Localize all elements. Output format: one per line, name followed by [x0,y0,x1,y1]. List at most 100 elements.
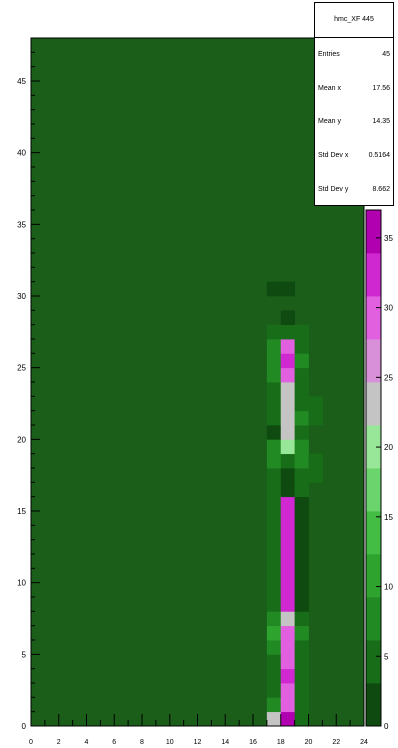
stats-value: 8.662 [372,185,390,193]
heatmap-cell [266,396,282,412]
x-tick-label: 10 [166,739,174,746]
z-tick-label: 35 [384,234,393,243]
heatmap-cell [266,468,282,483]
heatmap-cell [294,668,309,684]
heatmap-cell [266,453,282,469]
x-tick-label: 16 [249,739,257,746]
heatmap-cell [280,324,296,340]
heatmap-cell [266,597,282,612]
heatmap-cell [280,382,296,397]
y-tick-label: 15 [17,507,26,516]
color-scale-segment [366,210,381,254]
heatmap-cell [280,410,296,426]
z-tick-label: 30 [384,304,393,313]
heatmap-cell [280,697,296,713]
heatmap-cell [280,668,296,684]
stats-value: 0.5164 [368,152,390,160]
x-tick-label: 8 [140,739,144,746]
x-tick-label: 18 [277,739,285,746]
heatmap-cell [280,468,296,483]
heatmap-cell [294,539,309,555]
heatmap-cell [266,281,282,297]
heatmap-cell [294,410,309,426]
stats-label: Entries [318,51,340,59]
color-scale-segment [366,296,381,340]
heatmap-cell [294,396,309,412]
heatmap-cell [294,453,309,469]
heatmap-cell [266,353,282,369]
heatmap-cell [294,597,309,612]
heatmap-cell [280,310,296,326]
x-tick-label: 24 [360,739,368,746]
heatmap-cell [294,683,309,698]
heatmap-cell [280,396,296,412]
heatmap-cell [280,582,296,598]
x-tick-label: 22 [332,739,340,746]
heatmap-cell [266,582,282,598]
z-tick-label: 15 [384,513,393,522]
heatmap-cell [266,511,282,526]
stats-value: 45 [382,51,390,59]
heatmap-cell [266,611,282,627]
y-tick-label: 40 [17,149,26,158]
color-scale-segment [366,597,381,641]
z-tick-label: 10 [384,583,393,592]
heatmap-cell [280,611,296,627]
heatmap-cell [280,339,296,354]
heatmap-cell [266,568,282,584]
heatmap-cell [266,496,282,512]
heatmap-cell [294,482,309,498]
z-tick-label: 20 [384,443,393,452]
heatmap-cell [266,711,282,727]
y-tick-label: 30 [17,292,26,301]
heatmap-cell [280,367,296,383]
heatmap-cell [294,353,309,369]
stats-row-mean-y: Mean y 14.35 [315,105,393,139]
heatmap-cell [266,668,282,684]
z-tick-label: 25 [384,373,393,382]
color-scale-segment [366,683,381,727]
color-scale-segment [366,468,381,512]
heatmap-cell [280,525,296,541]
heatmap-cell [266,640,282,655]
color-scale-segment [366,382,381,426]
x-tick-label: 6 [112,739,116,746]
color-scale-segment [366,425,381,469]
heatmap-cell [266,697,282,713]
heatmap-cell [294,568,309,584]
heatmap-cell [280,425,296,440]
stats-label: Std Dev x [318,152,349,160]
z-tick-label: 5 [384,652,389,661]
heatmap-cell [280,511,296,526]
stats-value: 17.56 [372,84,390,92]
x-tick-label: 20 [305,739,313,746]
heatmap-cell [294,640,309,655]
heatmap-cell [294,654,309,670]
y-tick-label: 45 [17,77,26,86]
stats-row-mean-x: Mean x 17.56 [315,72,393,106]
heatmap-cell [280,539,296,555]
heatmap-cell [266,425,282,440]
color-scale-segment [366,339,381,383]
heatmap-cell [280,439,296,455]
heatmap-cell [294,339,309,354]
y-tick-label: 20 [17,435,26,444]
heatmap-cell [266,525,282,541]
z-tick-label: 0 [384,722,389,731]
heatmap-cell [294,324,309,340]
stats-title: hmc_XF 445 [315,3,393,38]
heatmap-cell [294,625,309,641]
x-tick-label: 12 [194,739,202,746]
heatmap-cell [266,367,282,383]
x-tick-label: 2 [57,739,61,746]
heatmap-cell [280,625,296,641]
stats-label: Std Dev y [318,185,349,193]
heatmap-cell [280,496,296,512]
y-tick-label: 35 [17,220,26,229]
heatmap-cell [294,711,309,727]
heatmap-cell [280,281,296,297]
color-scale-segment [366,640,381,684]
stats-row-entries: Entries 45 [315,38,393,72]
x-tick-label: 14 [221,739,229,746]
